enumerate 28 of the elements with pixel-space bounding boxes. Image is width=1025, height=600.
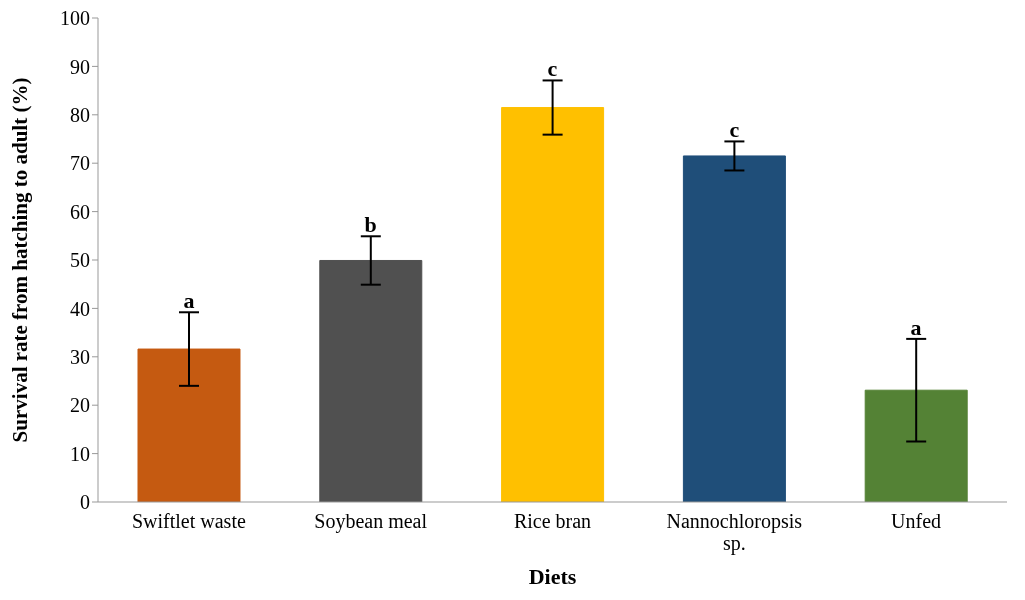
x-tick-label: Swiftlet waste [131, 510, 246, 532]
bar [864, 389, 968, 502]
y-tick-label: 20 [70, 394, 90, 417]
y-tick-label: 70 [70, 152, 90, 175]
y-tick-label: 30 [70, 345, 90, 368]
x-axis-title: Diets [528, 564, 577, 589]
y-tick-label: 80 [70, 103, 90, 126]
x-tick-label: Unfed [891, 510, 942, 532]
y-tick-label: 60 [70, 200, 90, 223]
x-tick-label: Rice bran [513, 510, 592, 532]
y-tick-label: 0 [80, 491, 90, 514]
y-axis-title: Survival rate from hatching to adult (%) [8, 77, 33, 443]
y-tick-label: 50 [70, 249, 90, 272]
bar [319, 259, 423, 502]
y-tick-label: 10 [70, 442, 90, 465]
annotation: a [183, 288, 195, 314]
annotation: b [364, 212, 377, 238]
x-tick-label: Soybean meal [314, 510, 428, 533]
bar [682, 155, 786, 502]
annotation: a [910, 314, 922, 340]
x-tick-label: Nannochloropsis sp. [666, 510, 803, 555]
bar [501, 107, 605, 502]
y-tick-label: 100 [60, 7, 90, 30]
y-tick-label: 90 [70, 55, 90, 78]
annotation: c [729, 117, 740, 143]
annotation: c [547, 56, 558, 82]
y-tick-label: 40 [70, 297, 90, 320]
bar [137, 348, 241, 502]
